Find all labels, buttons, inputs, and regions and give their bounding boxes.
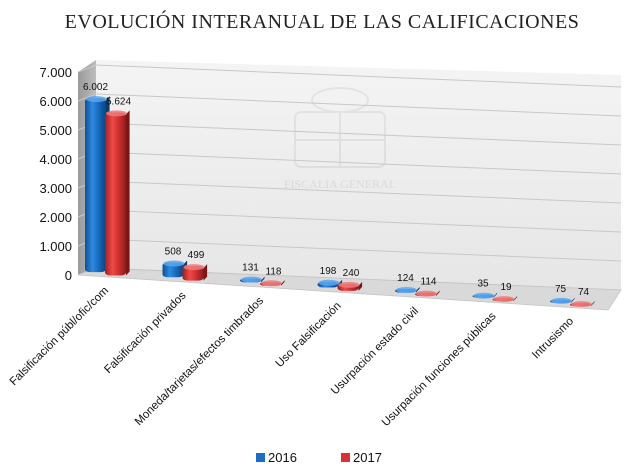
- category-label: Uso Falsificación: [274, 300, 344, 370]
- bar-2017-0: [105, 112, 126, 276]
- data-labels: 6.002 5.624 508 499 131 118 198 240 124 114 35 19 75…: [83, 82, 590, 298]
- bar-side-2017: [203, 264, 208, 281]
- category-label: Intrusismo: [530, 315, 576, 361]
- bar-side-2016: [571, 297, 575, 303]
- bar-top-2017: [493, 296, 515, 303]
- chart-title: EVOLUCIÓN INTERANUAL DE LAS CALIFICACION…: [65, 9, 580, 33]
- gridline: [95, 151, 622, 175]
- y-tick-label: 5.000: [39, 123, 72, 138]
- category-label: Usurpación estado civil: [329, 305, 421, 397]
- gridline: [95, 64, 622, 88]
- bar-side-2017: [126, 110, 130, 276]
- bar-side-2017: [281, 280, 285, 286]
- y-tick-label: 2.000: [39, 210, 72, 225]
- legend-swatch-2016: [256, 453, 265, 462]
- data-label-2017-2: 118: [266, 266, 282, 277]
- gridline-side: [77, 64, 97, 73]
- data-label-2016-6: 75: [555, 284, 567, 295]
- bar-side-2017: [358, 281, 363, 291]
- bar-side-2017: [591, 301, 595, 307]
- y-tick-label: 0: [65, 268, 72, 283]
- bar-2016-0: [85, 98, 106, 273]
- legend-swatch-2017: [341, 453, 350, 462]
- data-label-2016-3: 198: [320, 266, 337, 277]
- data-label-2016-2: 131: [242, 263, 259, 274]
- legend: 2016 2017: [256, 450, 382, 465]
- y-tick-label: 7.000: [39, 65, 72, 80]
- bar-top-2016: [241, 276, 262, 283]
- watermark-text: FISCALIA GENERAL: [284, 177, 396, 191]
- category-label: Falsificación privados: [102, 290, 188, 376]
- bar-top-2017: [416, 290, 437, 297]
- gridline-side: [77, 93, 97, 102]
- gridline: [95, 238, 622, 262]
- legend-label-2017: 2017: [353, 450, 382, 465]
- data-label-2016-0: 6.002: [83, 82, 108, 93]
- bar-side-2017: [513, 296, 518, 302]
- data-label-2016-5: 35: [477, 279, 489, 290]
- back-wall: [96, 60, 621, 290]
- bar-top-2017: [106, 110, 127, 117]
- category-labels: Falsificación públ/ofic/comFalsificación…: [8, 285, 576, 429]
- data-label-2016-4: 124: [397, 273, 414, 284]
- category-label: Falsificación públ/ofic/com: [8, 285, 111, 388]
- bar-side-2016: [416, 287, 420, 293]
- y-tick-label: 6.000: [39, 94, 72, 109]
- legend-label-2016: 2016: [268, 450, 297, 465]
- data-label-2017-6: 74: [578, 287, 590, 298]
- y-tick-label: 3.000: [39, 181, 72, 196]
- bar-top-2017: [338, 281, 360, 288]
- bar-top-2016: [86, 96, 107, 103]
- gridline: [95, 122, 622, 146]
- bar-top-2016: [396, 287, 417, 294]
- bar-top-2017: [261, 280, 282, 287]
- bars: [85, 96, 595, 308]
- bar-side-2016: [261, 276, 265, 283]
- data-label-2017-0: 5.624: [106, 96, 131, 107]
- data-label-2017-5: 19: [500, 282, 512, 293]
- gridline: [95, 180, 622, 204]
- bar-top-2016: [163, 260, 185, 267]
- data-label-2017-1: 499: [188, 250, 205, 261]
- bar-top-2017: [571, 301, 592, 308]
- y-tick-label: 4.000: [39, 152, 72, 167]
- bar-top-2017: [183, 264, 205, 271]
- bar-side-2017: [436, 290, 440, 296]
- data-label-2016-1: 508: [165, 247, 182, 258]
- gridline: [95, 93, 622, 117]
- gridline: [95, 209, 622, 233]
- data-label-2017-4: 114: [421, 277, 437, 288]
- bar-side-2016: [493, 292, 498, 298]
- bar-top-2016: [551, 297, 572, 304]
- bar-top-2016: [318, 279, 340, 286]
- y-axis: 0 1.000 2.000 3.000 4.000 5.000 6.000 7.000: [39, 65, 72, 283]
- data-label-2017-3: 240: [343, 268, 360, 279]
- y-tick-label: 1.000: [39, 239, 72, 254]
- watermark-seal: [294, 87, 386, 168]
- category-label: Moneda/tarjetas/efectos timbrados: [133, 295, 266, 428]
- bar-top-2016: [473, 292, 495, 299]
